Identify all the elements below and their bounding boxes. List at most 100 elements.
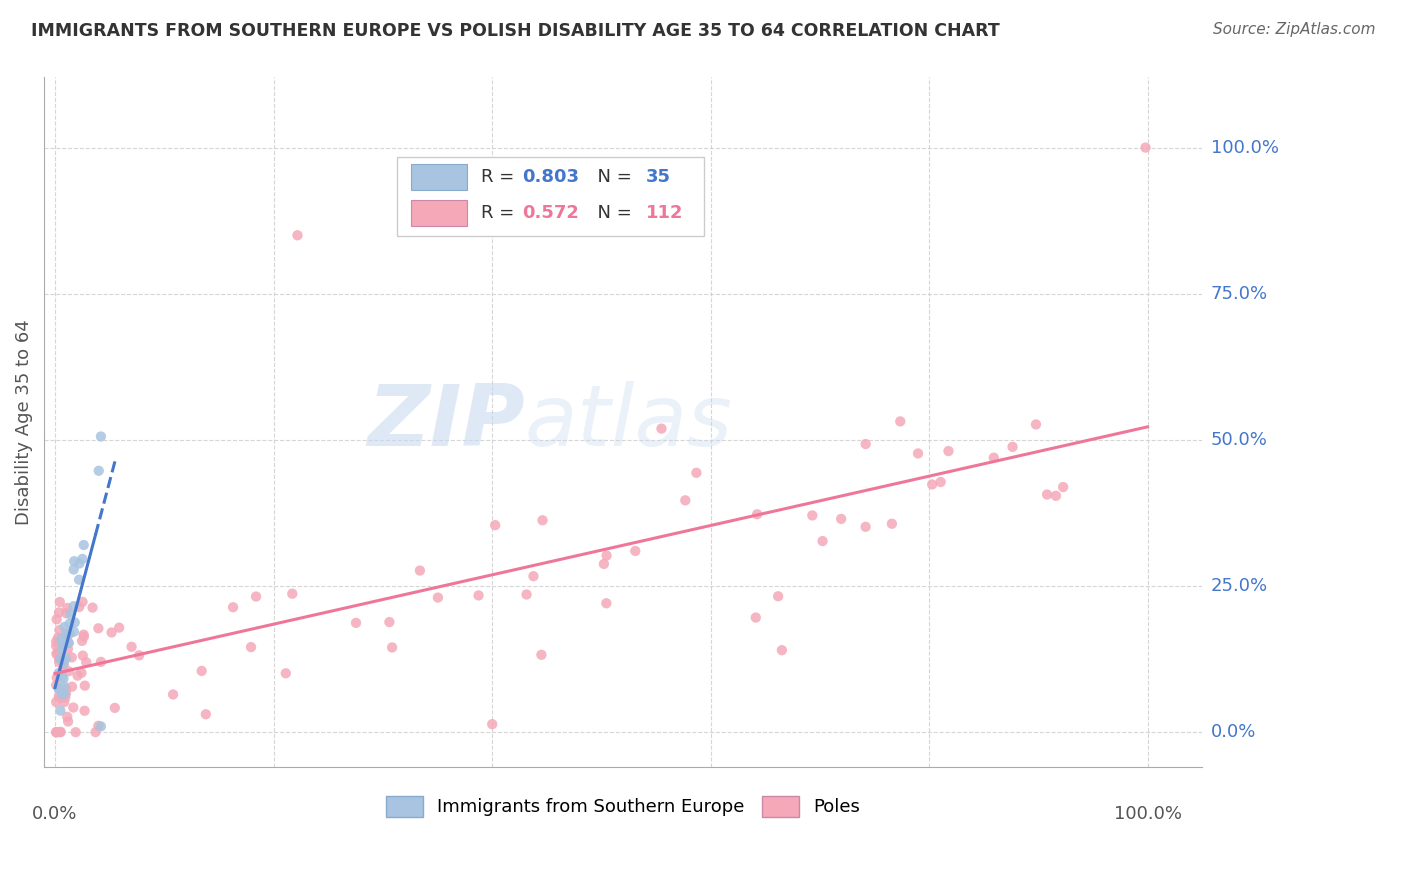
Point — [59, 607, 82, 622]
Text: 112: 112 — [647, 203, 683, 221]
Point — [855, 437, 877, 451]
Point — [60, 650, 83, 665]
Point — [55, 626, 77, 640]
Point — [75, 655, 97, 669]
Point — [55, 651, 77, 665]
Point — [56, 641, 79, 656]
Point — [58, 665, 80, 679]
Point — [48, 623, 70, 637]
Point — [595, 596, 617, 610]
Point — [426, 591, 449, 605]
Text: N =: N = — [586, 203, 637, 221]
Text: 0.0%: 0.0% — [32, 805, 77, 823]
Text: 100.0%: 100.0% — [1211, 138, 1278, 157]
Point — [49, 704, 72, 718]
Point — [51, 687, 73, 701]
Point — [190, 664, 212, 678]
Point — [45, 639, 67, 653]
Text: 75.0%: 75.0% — [1211, 285, 1268, 302]
Point — [45, 725, 67, 739]
Point — [49, 690, 72, 705]
Point — [46, 646, 69, 660]
Point — [67, 573, 90, 587]
Point — [53, 620, 76, 634]
Point — [531, 513, 554, 527]
Point — [72, 627, 94, 641]
Point — [45, 725, 67, 739]
Point — [650, 422, 672, 436]
Point — [52, 658, 75, 673]
Point — [381, 640, 404, 655]
Point — [48, 606, 70, 620]
Point — [1052, 480, 1074, 494]
Point — [378, 615, 401, 629]
Legend: Immigrants from Southern Europe, Poles: Immigrants from Southern Europe, Poles — [380, 789, 868, 824]
Point — [811, 534, 834, 549]
Point — [84, 725, 107, 739]
Point — [70, 634, 93, 648]
Point — [53, 679, 76, 693]
Point — [281, 587, 304, 601]
Text: 100.0%: 100.0% — [1114, 805, 1181, 823]
Point — [58, 628, 80, 642]
Point — [1045, 489, 1067, 503]
Point — [51, 632, 73, 646]
Point — [45, 725, 67, 739]
Point — [287, 228, 309, 243]
Point — [1025, 417, 1047, 432]
Point — [766, 589, 789, 603]
Point — [45, 634, 67, 648]
Point — [409, 564, 432, 578]
Point — [52, 663, 75, 677]
Point — [58, 636, 80, 650]
Point — [100, 625, 122, 640]
Point — [90, 429, 112, 443]
Point — [63, 624, 86, 639]
Point — [58, 636, 80, 650]
Point — [72, 648, 94, 663]
Point — [938, 444, 960, 458]
Text: Source: ZipAtlas.com: Source: ZipAtlas.com — [1212, 22, 1375, 37]
Point — [62, 599, 84, 614]
Point — [46, 631, 69, 645]
Point — [55, 631, 77, 645]
Point — [907, 446, 929, 460]
Point — [855, 520, 877, 534]
Point — [51, 669, 73, 683]
Point — [62, 562, 84, 576]
Point — [55, 686, 77, 700]
FancyBboxPatch shape — [411, 163, 467, 190]
Point — [240, 640, 263, 654]
Point — [56, 714, 79, 729]
Point — [70, 665, 93, 680]
Point — [624, 544, 647, 558]
Point — [87, 621, 110, 635]
Point — [481, 717, 503, 731]
Point — [87, 464, 110, 478]
Point — [53, 690, 76, 705]
Point — [56, 601, 79, 615]
Point — [90, 719, 112, 733]
Point — [274, 666, 297, 681]
Point — [66, 668, 89, 682]
Point — [745, 610, 768, 624]
Point — [830, 512, 852, 526]
Point — [48, 681, 70, 696]
Point — [593, 557, 616, 571]
Text: 25.0%: 25.0% — [1211, 577, 1268, 595]
Point — [685, 466, 707, 480]
Point — [67, 600, 90, 615]
Text: ZIP: ZIP — [367, 381, 524, 464]
Point — [59, 626, 82, 640]
Point — [49, 595, 72, 609]
Point — [65, 725, 87, 739]
Point — [53, 687, 76, 701]
Point — [69, 557, 91, 571]
Point — [72, 595, 94, 609]
Text: IMMIGRANTS FROM SOUTHERN EUROPE VS POLISH DISABILITY AGE 35 TO 64 CORRELATION CH: IMMIGRANTS FROM SOUTHERN EUROPE VS POLIS… — [31, 22, 1000, 40]
Point — [344, 615, 367, 630]
Point — [595, 549, 617, 563]
Point — [52, 656, 75, 670]
Point — [522, 569, 544, 583]
Point — [45, 612, 67, 626]
